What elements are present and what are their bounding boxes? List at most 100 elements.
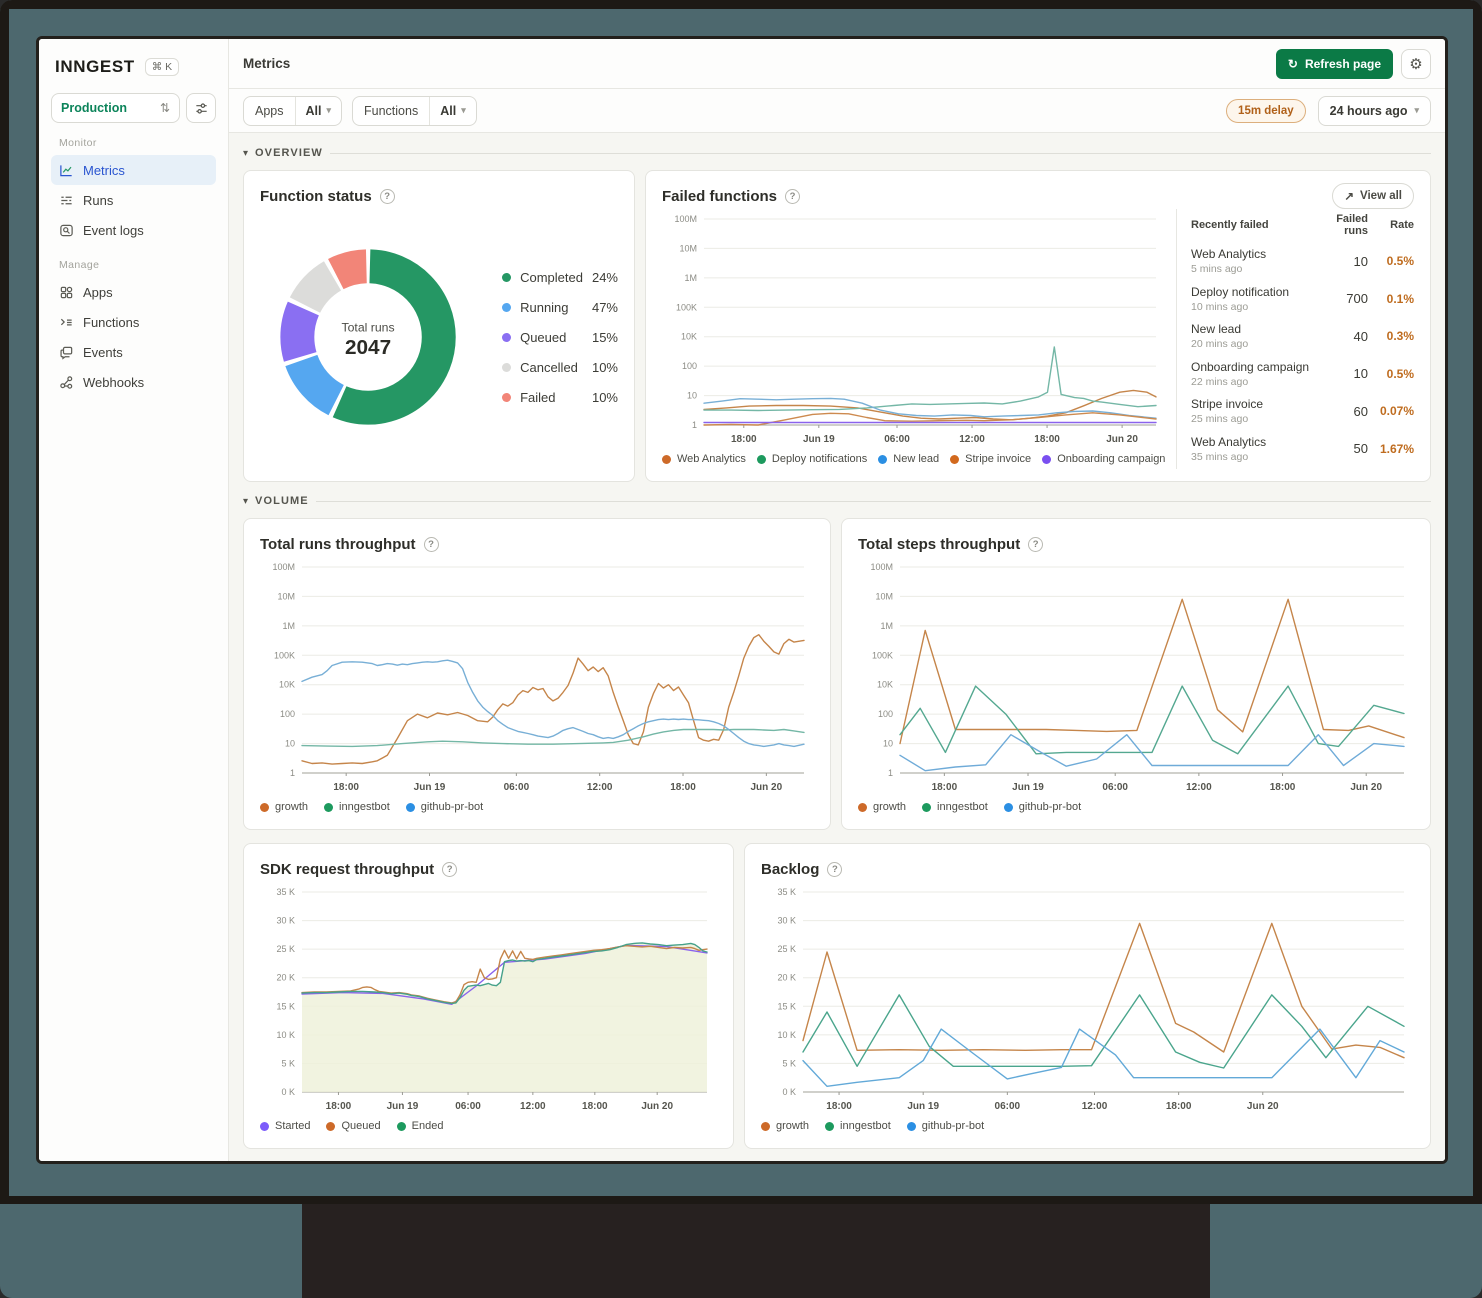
chart-legend: growth inngestbot github-pr-bot <box>858 797 1414 817</box>
chart-legend: Started Queued Ended <box>260 1116 717 1136</box>
legend-item: inngestbot <box>324 801 390 813</box>
environment-select[interactable]: Production ⇅ <box>51 93 180 123</box>
function-status-legend: Completed 24% Running 47% Queued 15% Cancelled… <box>502 270 618 405</box>
main-area: Metrics ↻ Refresh page ⚙ Apps All ▾ <box>229 39 1445 1161</box>
legend-item: github-pr-bot <box>906 1120 984 1132</box>
donut-center-label: Total runs <box>341 320 394 334</box>
card-title: Total runs throughput <box>260 535 416 553</box>
table-row[interactable]: New lead 20 mins ago 40 0.3% <box>1191 322 1414 350</box>
legend-item: Stripe invoice <box>950 453 1031 465</box>
help-icon[interactable]: ? <box>827 861 843 877</box>
section-divider <box>329 152 1431 154</box>
svg-text:100K: 100K <box>274 650 295 660</box>
view-all-button[interactable]: ↗ View all <box>1332 183 1414 209</box>
sdk-request-throughput-card: SDK request throughput ? 0 K 5 K 10 K 15 K 2… <box>243 843 734 1149</box>
svg-text:5 K: 5 K <box>782 1058 796 1068</box>
table-header: Rate <box>1390 219 1414 231</box>
svg-text:Jun 20: Jun 20 <box>641 1101 673 1112</box>
legend-label: growth <box>275 801 309 813</box>
svg-text:Jun 19: Jun 19 <box>1012 782 1044 793</box>
overview-section-header[interactable]: ▾ OVERVIEW <box>243 147 1431 159</box>
functions-icon <box>60 318 72 325</box>
apps-filter[interactable]: Apps All ▾ <box>243 95 343 126</box>
sidebar-item-functions[interactable]: Functions <box>51 307 216 337</box>
card-title: Backlog <box>761 860 820 878</box>
environment-filter-button[interactable] <box>186 93 216 123</box>
total-runs-throughput-chart: 1 10 100 10K 100K 1M 10M 100M 18:00 Jun 19 06:00 12… <box>260 557 814 795</box>
failed-rate-value: 0.1% <box>1386 291 1414 306</box>
sidebar-item-event-logs[interactable]: Event logs <box>51 215 216 245</box>
refresh-page-button[interactable]: ↻ Refresh page <box>1275 48 1393 79</box>
svg-text:20 K: 20 K <box>777 973 796 983</box>
failed-functions-chart-legend: Web Analytics Deploy notifications New lea… <box>662 449 1166 469</box>
help-icon[interactable]: ? <box>423 536 439 552</box>
functions-filter-value: All <box>440 103 457 118</box>
window-frame-right <box>1473 0 1482 1204</box>
svg-text:18:00: 18:00 <box>326 1101 352 1112</box>
svg-text:10K: 10K <box>681 332 697 342</box>
help-icon[interactable]: ? <box>379 188 395 204</box>
failed-function-time: 20 mins ago <box>1191 338 1249 350</box>
table-row[interactable]: Web Analytics 5 mins ago 10 0.5% <box>1191 247 1414 275</box>
functions-filter[interactable]: Functions All ▾ <box>352 95 477 126</box>
table-row[interactable]: Onboarding campaign 22 mins ago 10 0.5% <box>1191 360 1414 388</box>
failed-rate-value: 0.3% <box>1386 329 1414 343</box>
legend-item: Web Analytics <box>662 453 746 465</box>
settings-button[interactable]: ⚙ <box>1401 48 1431 79</box>
legend-item: Ended <box>396 1120 443 1132</box>
legend-label: Cancelled <box>520 359 578 375</box>
webhooks-icon <box>60 375 73 389</box>
command-k-shortcut[interactable]: ⌘ K <box>144 58 180 76</box>
sidebar-item-apps[interactable]: Apps <box>51 277 216 307</box>
svg-text:15 K: 15 K <box>276 1001 295 1011</box>
help-icon[interactable]: ? <box>1028 536 1044 552</box>
failed-function-name: Web Analytics <box>1191 434 1267 449</box>
legend-item: Failed 10% <box>502 390 618 405</box>
legend-value: 10% <box>591 359 618 375</box>
help-icon[interactable]: ? <box>442 861 458 877</box>
sidebar-item-runs[interactable]: Runs <box>51 185 216 215</box>
legend-item: github-pr-bot <box>405 801 483 813</box>
sidebar-item-label: Events <box>83 344 123 360</box>
help-icon[interactable]: ? <box>785 188 801 204</box>
svg-text:10K: 10K <box>279 680 295 690</box>
time-range-select[interactable]: 24 hours ago ▾ <box>1317 95 1431 126</box>
legend-item: github-pr-bot <box>1003 801 1081 813</box>
svg-text:18:00: 18:00 <box>1270 782 1296 793</box>
table-row[interactable]: Stripe invoice 25 mins ago 60 0.07% <box>1191 397 1414 425</box>
failed-runs-value: 60 <box>1353 403 1368 419</box>
svg-text:06:00: 06:00 <box>995 1101 1021 1112</box>
events-icon <box>60 346 73 360</box>
legend-dot <box>825 1121 835 1131</box>
sidebar-item-events[interactable]: Events <box>51 337 216 367</box>
svg-text:1M: 1M <box>684 273 697 283</box>
table-row[interactable]: Deploy notification 10 mins ago 700 0.1% <box>1191 285 1414 313</box>
failed-function-time: 25 mins ago <box>1191 413 1249 425</box>
svg-text:12:00: 12:00 <box>520 1101 546 1112</box>
failed-functions-card: Failed functions ? ↗ View all 1 10 100 10K 1… <box>645 170 1431 482</box>
sdk-request-throughput-chart: 0 K 5 K 10 K 15 K 20 K 25 K 30 K 35 K 18:00 Jun 1… <box>260 882 717 1114</box>
environment-value: Production <box>61 101 127 115</box>
sidebar-item-webhooks[interactable]: Webhooks <box>51 367 216 397</box>
sidebar-item-metrics[interactable]: Metrics <box>51 155 216 185</box>
table-row[interactable]: Web Analytics 35 mins ago 50 1.67% <box>1191 435 1414 463</box>
event-logs-icon <box>60 224 73 236</box>
legend-item: Completed 24% <box>502 270 618 285</box>
legend-label: inngestbot <box>937 801 988 813</box>
dashboard-content: ▾ OVERVIEW Function status ? Total runs 2… <box>229 133 1445 1161</box>
manage-section-label: Manage <box>59 259 100 271</box>
functions-filter-label: Functions <box>353 96 431 125</box>
legend-value: 10% <box>591 389 618 405</box>
volume-section-header[interactable]: ▾ VOLUME <box>243 495 1431 507</box>
recently-failed-table: Recently failed Failed runs Rate Web Ana… <box>1176 209 1414 469</box>
legend-dot <box>260 802 269 812</box>
backlog-chart: 0 K 5 K 10 K 15 K 20 K 25 K 30 K 35 K 18:00 Jun 1… <box>761 882 1414 1114</box>
failed-rate-value: 0.07% <box>1379 404 1414 418</box>
svg-text:1: 1 <box>692 420 697 430</box>
table-header: Recently failed <box>1191 219 1269 231</box>
legend-dot <box>502 362 512 372</box>
svg-text:25 K: 25 K <box>276 944 295 954</box>
legend-dot <box>950 454 960 464</box>
legend-label: Queued <box>341 1120 381 1132</box>
